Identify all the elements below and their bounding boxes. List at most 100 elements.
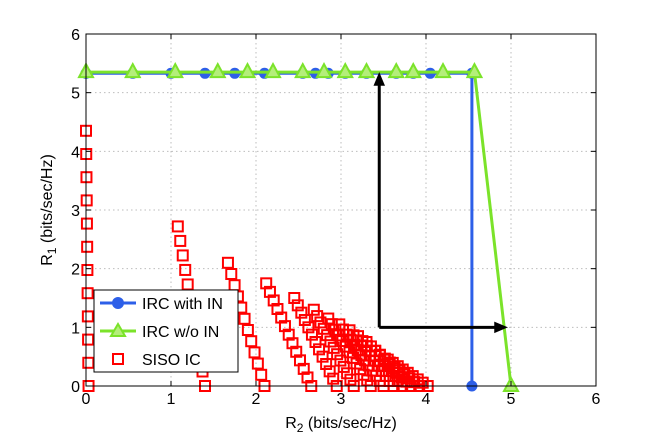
y-tick-label: 6 [71,27,80,44]
y-axis-label-main: R [39,254,56,266]
legend: IRC with IN IRC w/o IN SISO IC [93,289,239,373]
siso-ic-point [301,371,314,384]
irc-wo-in-point [315,62,333,79]
annotation-arrow-head [373,72,385,86]
siso-ic-point [179,263,192,276]
siso-ic-point [81,287,94,300]
siso-ic-point [309,336,322,348]
y-tick-label: 4 [71,144,80,161]
siso-ic-point [331,348,344,361]
siso-ic-point [313,343,326,356]
siso-ic-point [81,264,94,276]
siso-ic-point [267,294,280,307]
y-tick-label: 3 [71,203,80,220]
siso-ic-point [176,249,189,262]
legend-entry-irc-wo-in: IRC w/o IN [100,322,219,341]
siso-ic-point [81,240,94,253]
x-tick-label: 5 [507,391,516,408]
legend-marker-irc-wo-in [109,322,127,337]
siso-ic-point [314,316,327,329]
siso-ic-point [251,357,264,370]
series-layer [77,62,520,392]
y-axis-label-units: (bits/sec/Hz) [39,154,56,247]
siso-ic-point [271,303,284,315]
siso-ic-point [305,328,318,341]
y-axis-label: R1 (bits/sec/Hz) [39,154,59,266]
x-tick-label: 6 [592,391,601,408]
x-axis-label-units: (bits/sec/Hz) [303,415,396,432]
siso-ic-point [225,268,238,280]
siso-ic-point [298,314,311,326]
irc-wo-in-point [434,62,452,79]
siso-ic-point [337,360,350,373]
siso-ic-point [171,220,184,233]
irc-wo-in-point [404,62,422,79]
x-tick-label: 0 [82,391,91,408]
annotation-layer [373,72,509,334]
siso-ic-point [174,234,187,247]
siso-ic-point [288,292,301,304]
annotation-arrow-head [494,321,509,334]
irc-wo-in-point [166,62,184,79]
legend-entry-irc-with-in: IRC with IN [100,296,223,313]
siso-ic-point [295,306,308,319]
legend-label-irc-wo-in: IRC w/o IN [142,324,219,341]
legend-entry-siso-ic: SISO IC [112,352,201,369]
legend-marker-irc-with-in [112,297,124,309]
siso-ic-point [248,346,261,359]
siso-ic-point [221,256,234,269]
siso-ic-point [320,358,333,370]
siso-ic-point [282,328,295,341]
x-tick-label: 1 [167,391,176,408]
y-axis-label-sub: 1 [45,247,59,254]
siso-ic-point [80,217,93,230]
y-tick-label: 2 [71,262,80,279]
siso-ic-point [334,354,347,367]
y-tick-label: 1 [71,320,80,337]
x-tick-label: 4 [422,391,431,408]
siso-ic-point [297,362,310,375]
x-axis-label: R2 (bits/sec/Hz) [285,415,397,435]
siso-ic-point [290,345,303,358]
siso-ic-point [323,365,336,378]
siso-ic-point [255,368,268,381]
siso-ic-point [82,333,95,346]
y-tick-label: 5 [71,86,80,103]
siso-ic-point [324,335,337,348]
siso-ic-point [344,373,357,386]
siso-ic-point [341,367,354,380]
x-axis-label-sub: 2 [297,421,304,435]
irc-wo-in-point [465,62,484,79]
siso-ic-point [263,285,276,298]
irc-wo-in-point [264,62,282,79]
siso-ic-point [181,278,194,291]
siso-ic-point [82,356,95,369]
siso-ic-point [291,299,304,312]
siso-ic-point [327,372,340,385]
siso-ic-point [245,335,258,348]
irc-wo-in-point [294,62,312,79]
x-tick-label: 3 [337,391,346,408]
siso-ic-point [81,310,94,323]
irc-wo-in-point [336,62,354,79]
axis-ticks: 0 1 2 3 4 5 6 0 1 2 3 4 5 6 [71,27,600,408]
siso-ic-point [275,311,288,324]
siso-ic-point [302,321,315,334]
irc-wo-in-point [124,62,142,79]
legend-label-siso-ic: SISO IC [142,352,201,369]
irc-wo-in-point [387,62,405,79]
siso-ic-point [307,303,320,316]
irc-wo-in-point [357,62,376,79]
siso-ic-point [80,194,93,207]
irc-wo-in-point [238,62,257,79]
legend-label-irc-with-in: IRC with IN [142,296,223,313]
siso-ic-point [286,337,299,350]
x-tick-label: 2 [252,391,261,408]
irc-wo-in-point [209,62,227,79]
siso-ic-point [327,341,340,354]
siso-ic-point [260,277,273,290]
legend-marker-siso-ic [112,353,124,365]
y-tick-label: 0 [71,379,80,396]
siso-ic-point [241,324,254,336]
